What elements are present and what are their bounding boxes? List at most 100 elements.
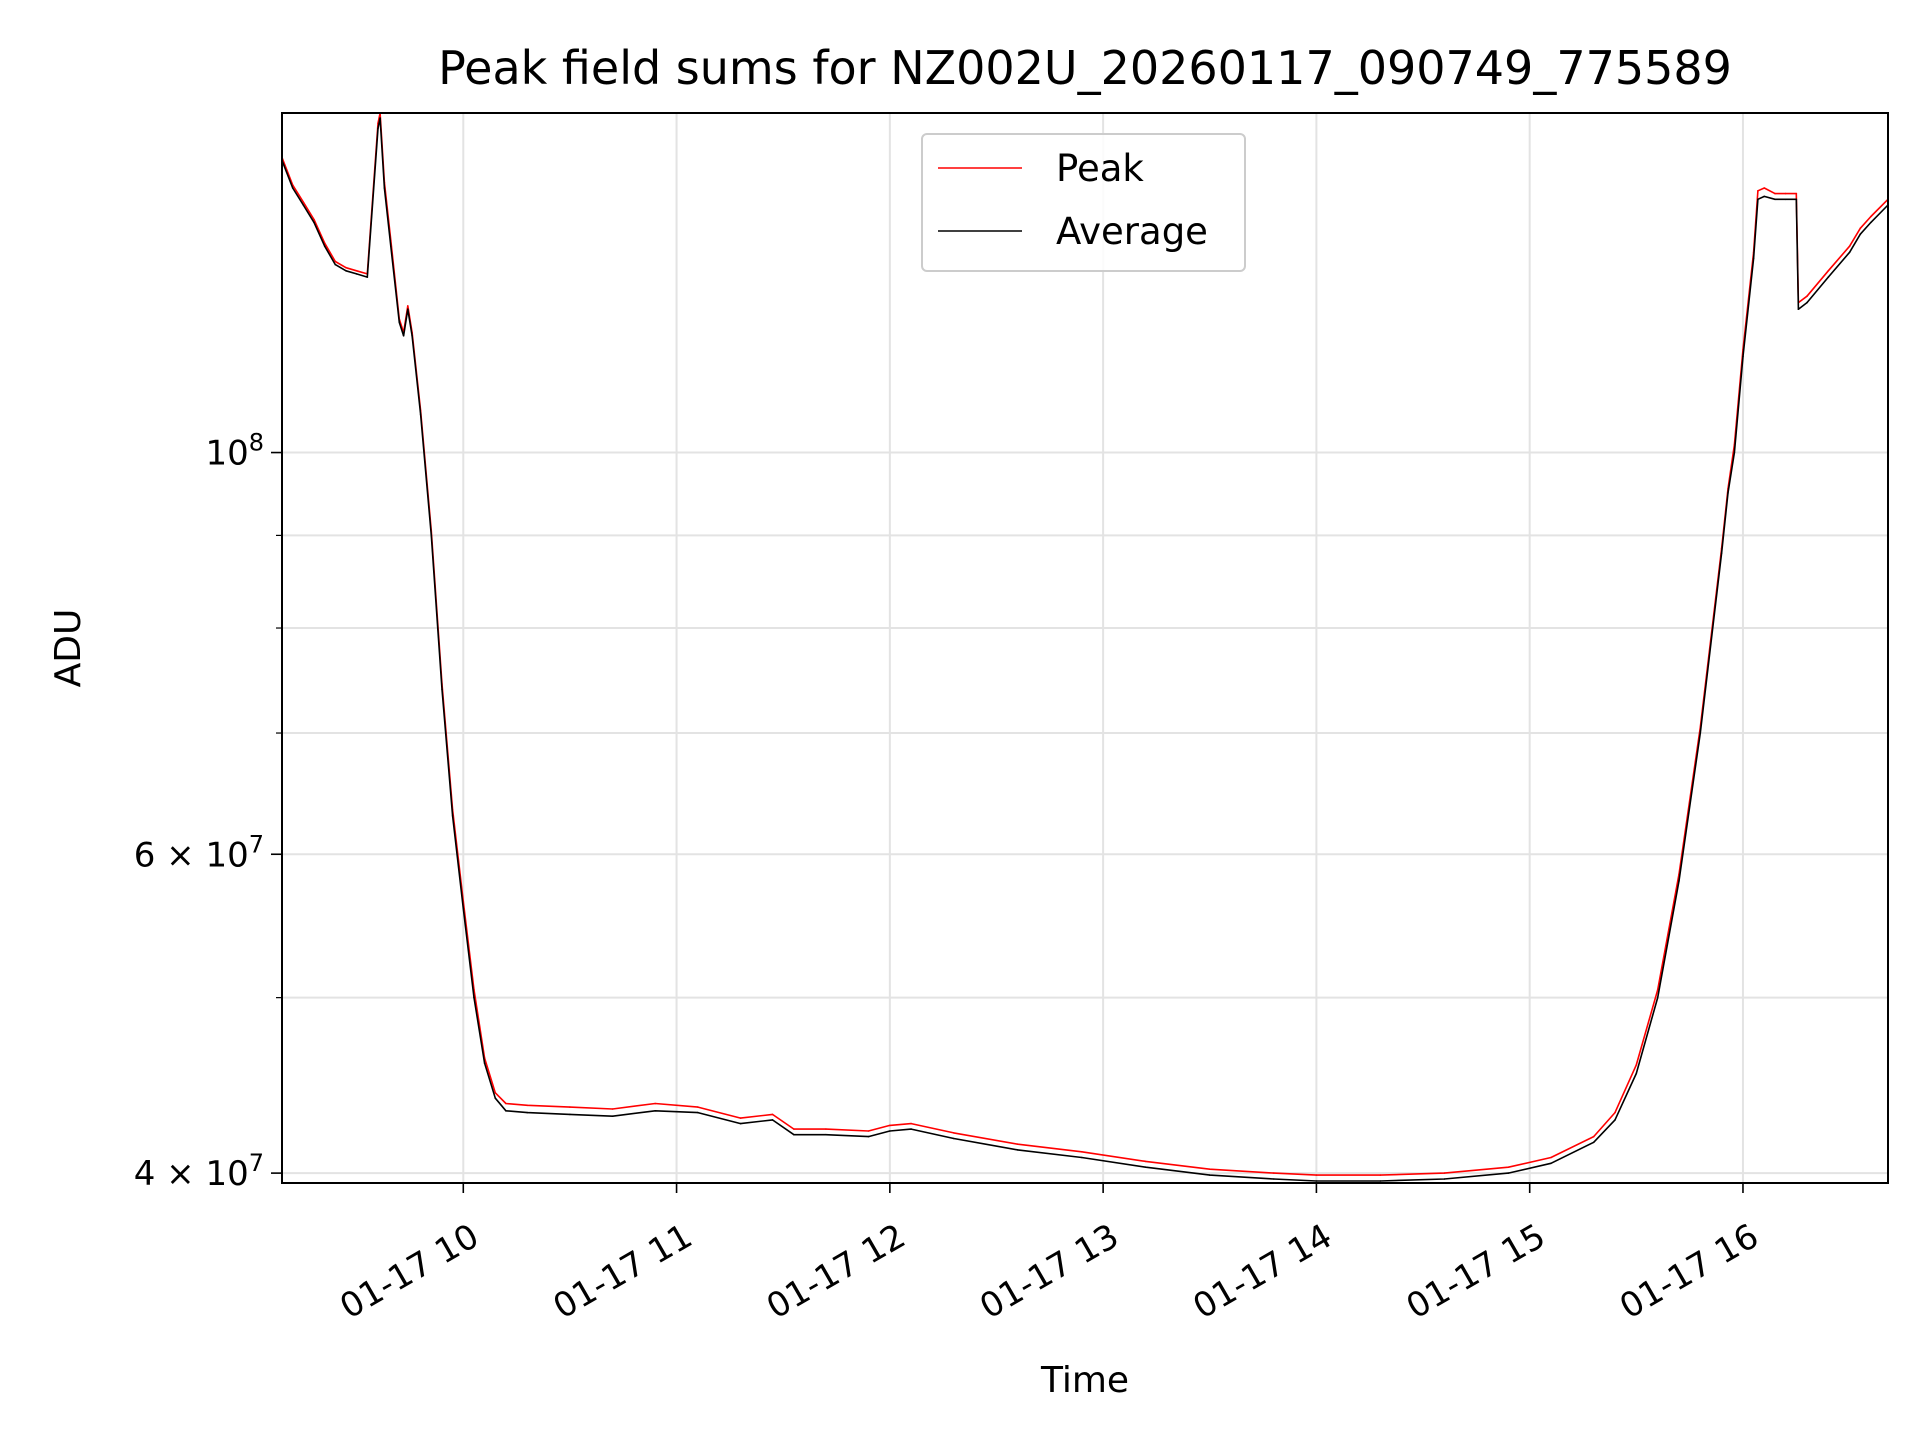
y-axis: 4 × 107 6 × 107 108 xyxy=(134,429,282,1194)
data-point-average xyxy=(1017,1149,1019,1151)
data-point-average xyxy=(383,187,386,189)
data-point-average xyxy=(654,1110,656,1112)
data-point-peak xyxy=(1273,1172,1275,1174)
data-point-average xyxy=(1774,198,1776,201)
data-point-average xyxy=(430,534,433,537)
data-point-peak xyxy=(355,270,358,272)
data-point-average xyxy=(867,1135,870,1138)
data-point-average xyxy=(1209,1174,1211,1176)
data-point-peak xyxy=(825,1128,827,1130)
data-point-average xyxy=(379,117,381,119)
data-point-peak xyxy=(1757,190,1759,192)
data-point-average xyxy=(611,1115,614,1117)
data-point-peak xyxy=(345,266,347,269)
data-point-peak xyxy=(1870,215,1872,218)
data-point-peak xyxy=(1848,245,1851,247)
data-point-peak xyxy=(1614,1111,1616,1114)
data-point-average xyxy=(1550,1162,1552,1165)
data-point-average xyxy=(313,221,315,224)
data-point-average xyxy=(1699,732,1702,734)
data-point-average xyxy=(462,907,465,910)
y-tick-label: 4 × 107 xyxy=(134,1149,264,1194)
data-point-average xyxy=(1797,308,1800,311)
data-point-average xyxy=(505,1110,507,1112)
data-point-average xyxy=(1635,1072,1638,1075)
data-point-peak xyxy=(313,218,315,221)
data-point-peak xyxy=(611,1108,614,1110)
data-point-average xyxy=(366,276,369,278)
plot-frame xyxy=(281,112,1889,1184)
data-point-average xyxy=(451,815,454,817)
data-point-peak xyxy=(1315,1174,1318,1176)
data-point-average xyxy=(1742,355,1744,358)
data-point-peak xyxy=(334,260,337,263)
data-point-average xyxy=(1443,1178,1446,1180)
data-point-average xyxy=(1763,195,1766,198)
data-point-average xyxy=(1806,301,1808,304)
data-point-average xyxy=(323,245,326,247)
data-point-average xyxy=(697,1111,699,1114)
data-point-peak xyxy=(739,1117,742,1119)
data-point-average xyxy=(1757,198,1759,201)
data-point-average xyxy=(1145,1166,1147,1168)
grid-layer xyxy=(282,113,1888,1183)
data-point-average xyxy=(1752,257,1755,260)
data-point-peak xyxy=(1443,1172,1446,1174)
data-point-average xyxy=(793,1133,795,1136)
data-point-peak xyxy=(569,1106,571,1108)
data-point-average xyxy=(910,1128,912,1130)
data-point-average xyxy=(390,245,392,247)
series-line-average xyxy=(281,117,1889,1182)
data-point-peak xyxy=(697,1106,699,1108)
data-point-average xyxy=(825,1133,827,1136)
data-point-average xyxy=(1507,1172,1510,1174)
data-point-peak xyxy=(910,1122,912,1125)
data-point-average xyxy=(1656,996,1659,999)
data-point-average xyxy=(1315,1180,1318,1182)
data-point-peak xyxy=(1507,1166,1510,1168)
data-point-peak xyxy=(1859,227,1862,230)
data-point-peak xyxy=(654,1102,656,1105)
data-point-average xyxy=(483,1062,486,1064)
data-point-peak xyxy=(1635,1064,1638,1066)
data-point-peak xyxy=(1017,1143,1019,1145)
data-point-average xyxy=(1727,492,1729,494)
data-point-average xyxy=(473,996,475,999)
legend: Peak Average xyxy=(921,133,1246,272)
data-point-peak xyxy=(1656,989,1659,991)
data-point-peak xyxy=(1592,1135,1595,1138)
data-point-peak xyxy=(1806,295,1808,298)
data-point-average xyxy=(291,187,294,189)
data-point-average xyxy=(1870,221,1872,224)
data-point-average xyxy=(345,270,347,272)
data-point-average xyxy=(1081,1156,1083,1159)
data-point-peak xyxy=(494,1092,497,1094)
data-point-peak xyxy=(1827,270,1830,272)
data-point-average xyxy=(526,1111,529,1114)
data-point-peak xyxy=(1550,1156,1552,1159)
data-point-average xyxy=(1848,251,1851,254)
data-point-average xyxy=(441,688,443,691)
y-axis-label: ADU xyxy=(48,609,89,688)
data-point-average xyxy=(377,127,379,130)
data-point-peak xyxy=(1795,192,1798,195)
legend-average-label: Average xyxy=(1056,210,1208,253)
chart-title: Peak field sums for NZ002U_20260117_0907… xyxy=(438,41,1732,95)
data-point-average xyxy=(1795,198,1798,201)
data-point-average xyxy=(1859,233,1862,235)
data-point-peak xyxy=(1784,192,1787,195)
data-point-average xyxy=(1733,451,1736,454)
data-point-average xyxy=(398,321,401,324)
data-point-average xyxy=(419,413,422,416)
data-point-peak xyxy=(1379,1174,1382,1176)
data-point-peak xyxy=(526,1104,529,1107)
data-point-peak xyxy=(1774,192,1776,195)
x-axis-label: Time xyxy=(1040,1360,1129,1401)
legend-peak-label: Peak xyxy=(1056,147,1144,190)
data-point-peak xyxy=(867,1130,870,1132)
data-point-average xyxy=(1273,1178,1275,1180)
data-point-average xyxy=(494,1097,497,1099)
data-point-peak xyxy=(407,305,409,307)
data-point-peak xyxy=(302,201,305,203)
